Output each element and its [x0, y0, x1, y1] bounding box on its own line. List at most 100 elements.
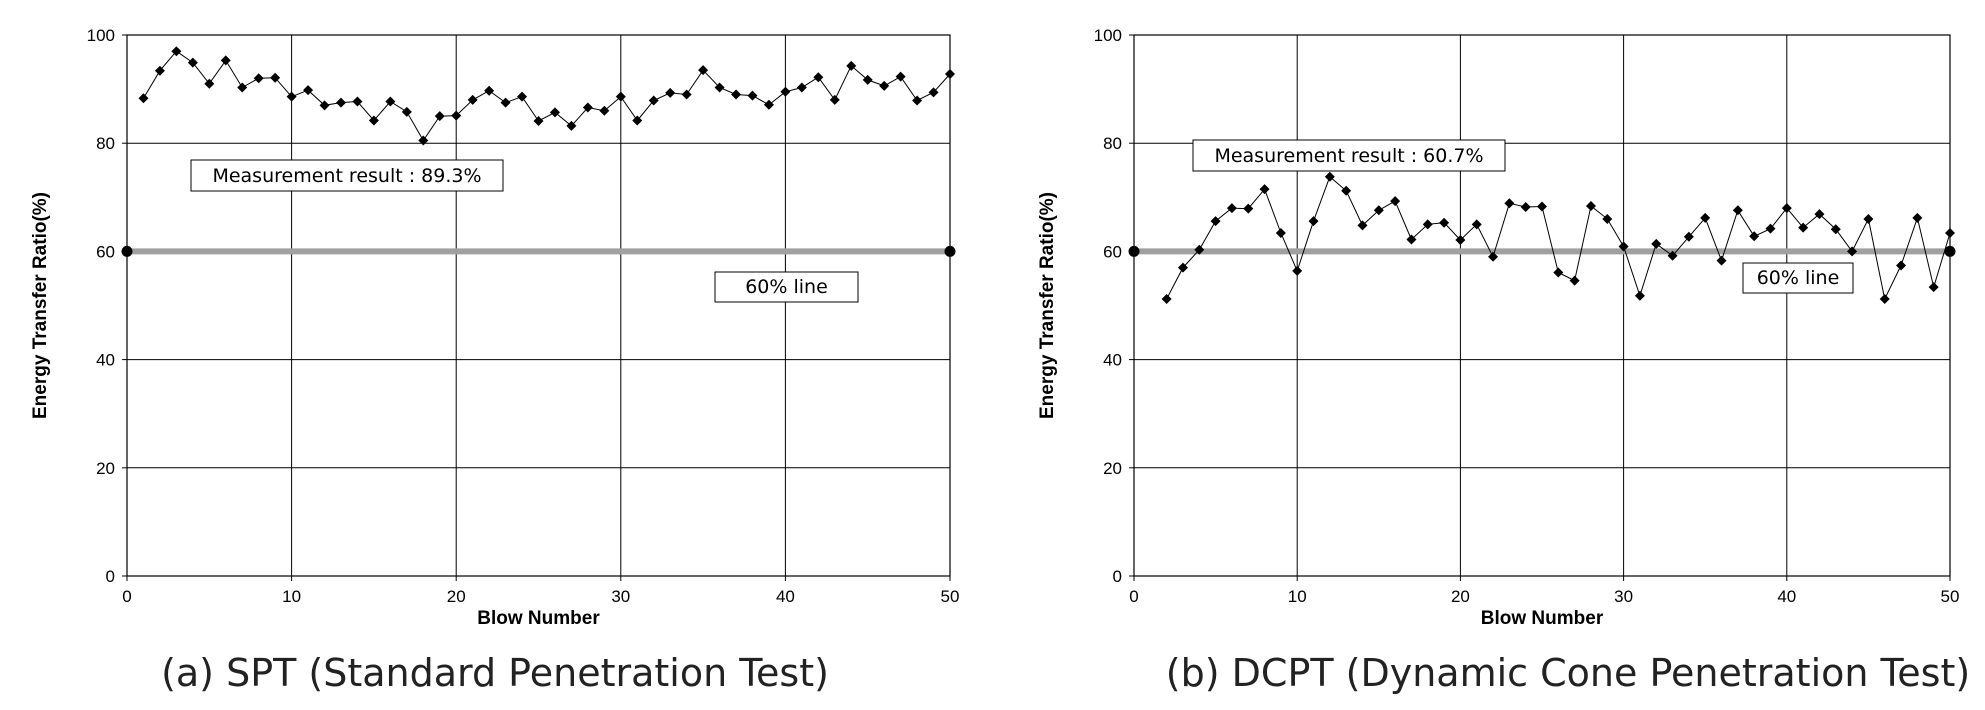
chart-a-data-point-48 — [912, 95, 923, 106]
chart-b-data-point-31 — [1634, 290, 1645, 301]
chart-b-reference-marker-start — [1128, 245, 1140, 257]
chart-b-x-axis-title: Blow Number — [1481, 608, 1604, 629]
chart-a-ytick-label-80: 80 — [96, 134, 115, 153]
chart-a-data-point-18 — [418, 135, 429, 146]
chart-a-data-point-45 — [862, 74, 873, 85]
chart-a-data-point-17 — [401, 106, 412, 117]
chart-b-data-point-27 — [1569, 275, 1580, 286]
chart-a-data-point-14 — [352, 96, 363, 107]
chart-a-data-point-29 — [599, 105, 610, 116]
chart-a-annotation-text: Measurement result : 89.3% — [212, 165, 481, 187]
chart-a-y-axis-title: Energy Transfer Ratio(%) — [30, 192, 51, 419]
chart-b-data-point-9 — [1275, 228, 1286, 239]
chart-a-ytick-label-100: 100 — [87, 26, 115, 45]
chart-a-data-point-16 — [385, 96, 396, 107]
chart-a-ytick-label-40: 40 — [96, 351, 115, 370]
chart-a-data-point-27 — [566, 120, 577, 131]
chart-b-annotation-text: Measurement result : 60.7% — [1214, 145, 1483, 167]
chart-b-data-point-13 — [1341, 185, 1352, 196]
chart-a-data-point-20 — [451, 110, 462, 121]
chart-a-data-point-23 — [500, 97, 511, 108]
chart-a-data-point-43 — [829, 94, 840, 105]
chart-a-xtick-label-30: 30 — [611, 587, 630, 606]
chart-a-data-point-41 — [796, 82, 807, 93]
chart-a-data-point-42 — [813, 72, 824, 83]
chart-a-data-point-31 — [632, 115, 643, 126]
chart-a-data-point-24 — [517, 91, 528, 102]
chart-a-data-point-39 — [763, 99, 774, 110]
chart-a-data-point-10 — [286, 91, 297, 102]
chart-b-data-point-28 — [1585, 200, 1596, 211]
chart-b-data-point-3 — [1177, 262, 1188, 273]
chart-a-data-point-40 — [780, 86, 791, 97]
chart-b-ytick-label-20: 20 — [1103, 459, 1122, 478]
chart-b-caption: (b) DCPT (Dynamic Cone Penetration Test) — [1166, 651, 1970, 695]
chart-a-data-point-34 — [681, 89, 692, 100]
chart-a-reference-label-box — [714, 271, 859, 303]
chart-a-data-point-33 — [665, 87, 676, 98]
chart-a-xtick-label-20: 20 — [447, 587, 466, 606]
chart-b-data-point-37 — [1732, 205, 1743, 216]
chart-a-xtick-label-40: 40 — [776, 587, 795, 606]
chart-a-data-point-15 — [368, 115, 379, 126]
chart-b-data-point-12 — [1324, 171, 1335, 182]
chart-a-data-point-30 — [615, 91, 626, 102]
chart-a-xtick-label-0: 0 — [122, 587, 131, 606]
chart-b-data-point-23 — [1504, 198, 1515, 209]
chart-a-data-point-37 — [731, 89, 742, 100]
chart-b-data-point-50 — [1945, 228, 1955, 239]
chart-b-ytick-label-0: 0 — [1113, 567, 1122, 586]
chart-b-data-point-14 — [1357, 220, 1368, 231]
chart-b-data-point-5 — [1210, 216, 1221, 227]
chart-b-xtick-label-10: 10 — [1288, 587, 1307, 606]
chart-a-reference-label: 60% line — [745, 276, 828, 298]
chart-a-data-point-3 — [171, 46, 182, 57]
chart-a-data-point-46 — [879, 80, 890, 91]
chart-a-data-point-32 — [648, 95, 659, 106]
chart-a-data-point-9 — [270, 72, 281, 83]
chart-a-ytick-label-0: 0 — [106, 567, 115, 586]
chart-b-data-point-42 — [1814, 209, 1825, 220]
chart-b-reference-label-box — [1742, 262, 1854, 294]
chart-b-data-point-30 — [1618, 241, 1629, 252]
chart-b-data-point-29 — [1602, 213, 1613, 224]
chart-b-data-point-35 — [1700, 212, 1711, 223]
chart-b-data-point-22 — [1488, 251, 1499, 262]
chart-a-data-point-2 — [154, 65, 165, 76]
chart-b-data-point-39 — [1765, 223, 1776, 234]
chart-b-ytick-label-80: 80 — [1103, 134, 1122, 153]
chart-a-data-point-4 — [187, 57, 198, 68]
chart-a-data-point-47 — [895, 71, 906, 82]
chart-a-data-point-7 — [237, 82, 248, 93]
chart-a-data-point-6 — [220, 55, 231, 66]
chart-a-data-point-11 — [303, 85, 314, 96]
chart-b-reference-label: 60% line — [1757, 267, 1840, 289]
chart-a-xtick-label-10: 10 — [282, 587, 301, 606]
chart-a-reference-marker-start — [121, 245, 133, 257]
chart-b-ytick-label-60: 60 — [1103, 242, 1122, 261]
chart-a-data-point-5 — [204, 78, 215, 89]
chart-b-ytick-label-100: 100 — [1094, 26, 1122, 45]
chart-a-reference-marker-end — [944, 245, 956, 257]
chart-b-data-point-43 — [1830, 224, 1841, 235]
chart-b-xtick-label-40: 40 — [1777, 587, 1796, 606]
chart-b-data-point-38 — [1749, 231, 1760, 242]
chart-a-ytick-label-20: 20 — [96, 459, 115, 478]
chart-b-xtick-label-50: 50 — [1941, 587, 1960, 606]
chart-b-data-point-32 — [1651, 238, 1662, 249]
chart-b-dcpt: 0 20 40 60 80 100 0 10 20 30 40 50 Measurement resul… — [1037, 26, 1970, 695]
chart-b-data-point-10 — [1292, 265, 1303, 276]
chart-b-data-point-26 — [1553, 267, 1564, 278]
chart-a-data-point-21 — [467, 94, 478, 105]
chart-b-data-point-21 — [1471, 219, 1482, 230]
chart-a-data-point-13 — [335, 97, 346, 108]
chart-b-data-point-19 — [1439, 217, 1450, 228]
chart-b-data-point-47 — [1896, 260, 1907, 271]
chart-b-data-point-18 — [1422, 219, 1433, 230]
chart-b-ytick-label-40: 40 — [1103, 351, 1122, 370]
chart-a-annotation-box — [190, 159, 504, 192]
chart-a-data-point-8 — [253, 73, 264, 84]
chart-a-data-point-28 — [582, 102, 593, 113]
chart-b-data-point-40 — [1781, 203, 1792, 214]
